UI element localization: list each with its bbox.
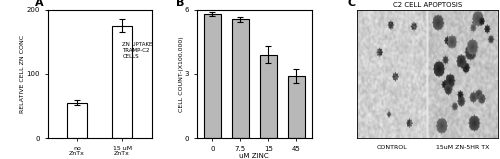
Text: 15uM ZN-5HR TX: 15uM ZN-5HR TX — [436, 145, 490, 150]
Bar — [232, 19, 248, 138]
Text: CONTROL: CONTROL — [376, 145, 407, 150]
Text: B: B — [176, 0, 185, 8]
Bar — [204, 14, 221, 138]
Y-axis label: RELATIVE CELL ZN CONC: RELATIVE CELL ZN CONC — [20, 35, 25, 113]
Text: ZN UPTAKE
TRAMP-C2
CELLS: ZN UPTAKE TRAMP-C2 CELLS — [122, 42, 153, 59]
Title: C2 CELL APOPTOSIS: C2 CELL APOPTOSIS — [392, 2, 462, 8]
Bar — [288, 76, 304, 138]
Text: A: A — [35, 0, 43, 8]
Bar — [66, 103, 87, 138]
X-axis label: uM ZINC: uM ZINC — [240, 153, 269, 159]
Bar — [260, 55, 276, 138]
Text: C: C — [347, 0, 356, 8]
Y-axis label: CELL COUNT-(X100,000): CELL COUNT-(X100,000) — [178, 36, 184, 112]
Bar — [112, 26, 132, 138]
